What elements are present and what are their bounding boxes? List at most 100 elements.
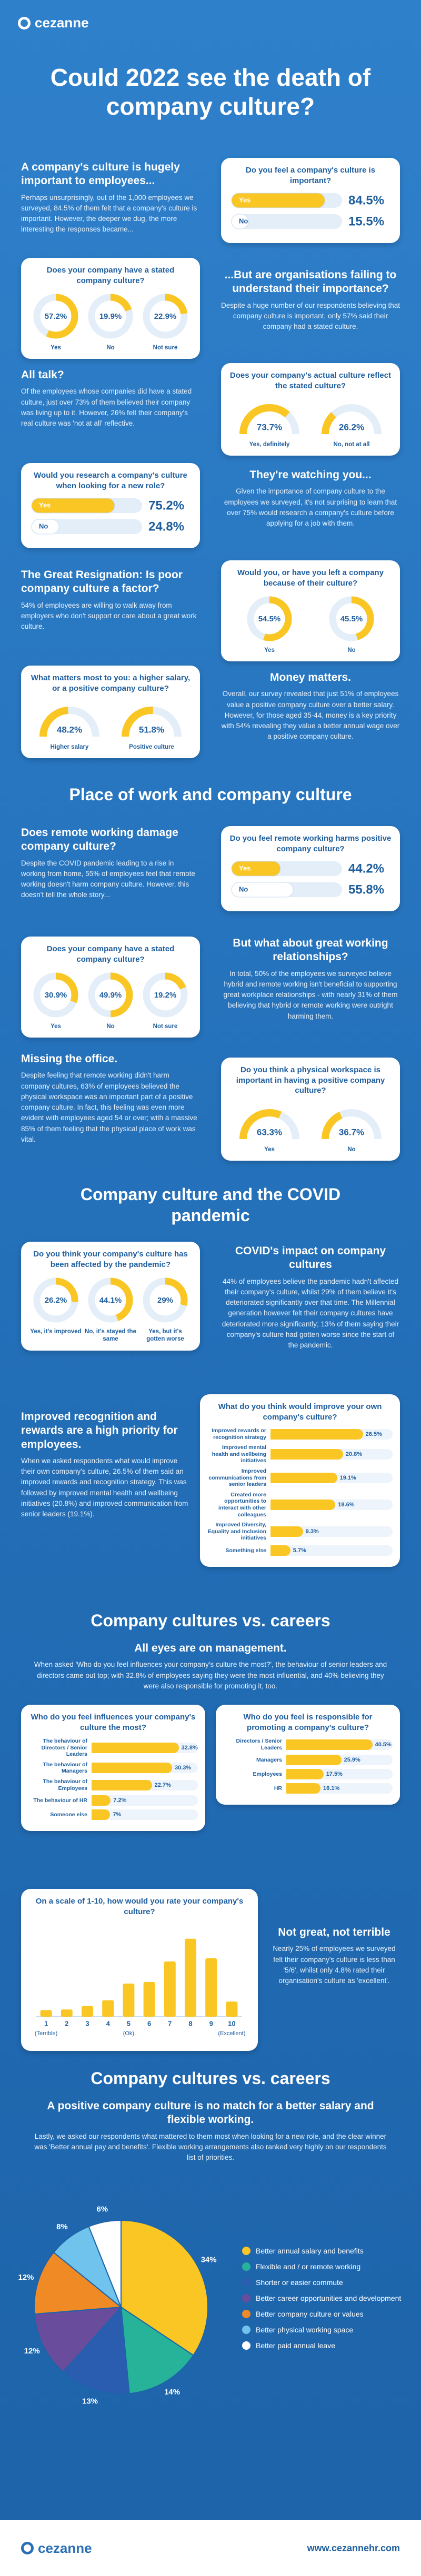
- value-label: 6%: [96, 2205, 108, 2213]
- chart-title: What matters most to you: a higher salar…: [31, 673, 191, 693]
- text-block: Missing the office. Despite feeling that …: [21, 1052, 200, 1145]
- heading: COVID's impact on company cultures: [235, 1245, 386, 1271]
- paragraph: Nearly 25% of employees we surveyed felt…: [273, 1945, 396, 1985]
- value-label: 34%: [201, 2256, 217, 2265]
- bar: [92, 1763, 172, 1774]
- heading: Missing the office.: [21, 1053, 118, 1065]
- text-block: COVID's impact on company cultures 44% of…: [221, 1244, 400, 1351]
- bar-track: 19.1%: [270, 1472, 393, 1483]
- value-label: 12%: [24, 2347, 40, 2356]
- bar: [270, 1449, 343, 1460]
- x-tick-label: 4: [106, 2019, 111, 2027]
- category-label: Yes: [51, 345, 61, 351]
- bar-category: Directors / Senior Leaders: [236, 1738, 282, 1751]
- value-label: 19.9%: [99, 312, 122, 321]
- bar: [31, 519, 59, 535]
- chart-title: Would you research a company's culture w…: [34, 471, 187, 490]
- bar-track: 30.3%: [92, 1763, 198, 1774]
- donut-item: 49.9% No: [84, 970, 137, 1030]
- paragraph: When asked 'Who do you feel influences y…: [34, 1661, 387, 1690]
- column-chart: 1 (Terrible) 2 3 4 5 (Ok) 6 7 8 9 10 (Excellent): [35, 1938, 245, 2037]
- donut-arc: [110, 294, 132, 312]
- x-tick-label: 9: [209, 2019, 213, 2027]
- x-tick-label: 5: [127, 2019, 131, 2027]
- chart: Yes 84.5% No 15.5%: [228, 191, 393, 236]
- chart: 54.5% Yes 45.5% No: [228, 593, 393, 654]
- heading: Not great, not terrible: [278, 1926, 390, 1938]
- gauge-item: 51.8% Positive culture: [117, 699, 186, 751]
- legend-item: Better company culture or values: [242, 2310, 405, 2318]
- value-label: 25.9%: [344, 1757, 360, 1764]
- bar-track: [32, 519, 142, 534]
- bar-track: 26.5%: [270, 1428, 393, 1440]
- legend-item: Flexible and / or remote working: [242, 2262, 405, 2271]
- legend-item: Better career opportunities and developm…: [242, 2294, 405, 2302]
- heading: All eyes are on management.: [134, 1642, 287, 1654]
- bar: [92, 1779, 152, 1790]
- bar-row: Something else 5.7%: [207, 1545, 393, 1556]
- heading: A company's culture is hugely important …: [21, 161, 180, 187]
- bar: [143, 1982, 155, 2017]
- donut-arc: [165, 294, 188, 315]
- chart: 57.2% Yes 19.9% No 22.9% Not sure: [28, 291, 193, 351]
- value-label: 19.2%: [154, 991, 177, 1000]
- bar-row: The behaviour of HR 7.2%: [28, 1795, 198, 1806]
- bar-label: No: [39, 522, 48, 530]
- bar: [61, 2009, 73, 2017]
- gauge: 48.2%: [39, 707, 99, 737]
- gauge: 26.2%: [322, 404, 382, 435]
- logo: cezanne: [21, 2540, 92, 2557]
- pill-chart: Yes 44.2% No 55.8%: [231, 861, 384, 898]
- paragraph: Given the importance of company culture …: [224, 487, 397, 527]
- bar: [185, 1938, 196, 2017]
- bar: [270, 1545, 290, 1556]
- text-block: All eyes are on management. When asked 'W…: [32, 1642, 389, 1692]
- gauge-arc: [322, 412, 337, 435]
- heading: Does remote working damage company cultu…: [21, 827, 178, 853]
- donut: 26.2%: [33, 1277, 78, 1323]
- chart-title: Do you think your company's culture has …: [33, 1250, 188, 1269]
- donut-item: 29% Yes, but it's gotten worse: [139, 1275, 192, 1343]
- donut-arc: [351, 596, 374, 640]
- chart-card: Does your company have a stated company …: [21, 937, 200, 1038]
- bar: [92, 1795, 111, 1806]
- value-label: 9.3%: [305, 1528, 319, 1535]
- logo-text: cezanne: [38, 2540, 92, 2556]
- bar-row: The behaviour of Employees 22.7%: [28, 1778, 198, 1792]
- category-label: No: [347, 1146, 356, 1153]
- gauge-arc: [39, 707, 68, 737]
- chart-card: Does your company's actual culture refle…: [221, 363, 400, 456]
- value-label: 57.2%: [45, 312, 67, 321]
- chart: 48.2% Higher salary 51.8% Positive culture: [28, 699, 193, 751]
- text-block: Money matters. Overall, our survey reveal…: [221, 671, 400, 742]
- category-label: No: [347, 647, 356, 653]
- category-label: Higher salary: [50, 744, 89, 750]
- gauge-item: 48.2% Higher salary: [35, 699, 104, 751]
- chart-card: On a scale of 1-10, how would you rate y…: [21, 1889, 258, 2051]
- value-label: 44.2%: [348, 861, 384, 876]
- heading: They're watching you...: [249, 469, 372, 481]
- bar-label: Yes: [239, 864, 250, 872]
- paragraph: 54% of employees are willing to walk awa…: [21, 601, 197, 631]
- legend-item: Better annual salary and benefits: [242, 2247, 405, 2255]
- bar-row: Employees 17.5%: [223, 1769, 393, 1780]
- bar-track: 17.5%: [286, 1769, 393, 1780]
- text-block: All talk? Of the employees whose companie…: [21, 368, 200, 429]
- text-block: But what about great working relationshi…: [221, 937, 400, 1022]
- bar-category: Improved rewards or recognition strategy: [212, 1427, 266, 1441]
- value-label: 75.2%: [148, 498, 184, 512]
- gauge-item: 73.7% Yes, definitely: [235, 396, 304, 448]
- chart-title: On a scale of 1-10, how would you rate y…: [35, 1897, 244, 1916]
- pie-slice: [34, 2306, 123, 2373]
- donut: 57.2%: [33, 294, 78, 339]
- value-label: 14%: [164, 2388, 180, 2397]
- pill-chart: Yes 84.5% No 15.5%: [231, 193, 384, 229]
- bar-track: [232, 214, 342, 229]
- legend-swatch: [242, 2294, 250, 2302]
- section-heading: Company cultures vs. careers: [91, 1611, 330, 1630]
- paragraph: Despite the COVID pandemic leading to a …: [21, 859, 195, 899]
- value-label: 8%: [56, 2222, 68, 2231]
- bar: [270, 1428, 363, 1440]
- value-label: 26.2%: [339, 422, 364, 432]
